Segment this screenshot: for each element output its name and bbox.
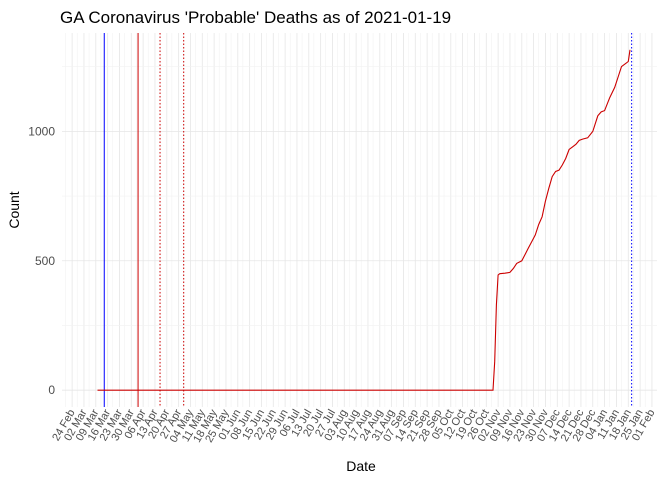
y-axis-ticks: 0 500 1000 xyxy=(28,124,55,397)
x-axis-title: Date xyxy=(346,458,376,474)
series-line xyxy=(97,49,631,391)
y-tick-label: 0 xyxy=(48,383,55,397)
grid xyxy=(62,33,657,407)
y-tick-label: 1000 xyxy=(28,124,55,138)
chart-title: GA Coronavirus 'Probable' Deaths as of 2… xyxy=(60,8,451,27)
y-axis-title: Count xyxy=(6,191,22,228)
y-tick-label: 500 xyxy=(35,254,55,268)
series xyxy=(97,49,631,391)
reference-lines xyxy=(103,33,633,407)
